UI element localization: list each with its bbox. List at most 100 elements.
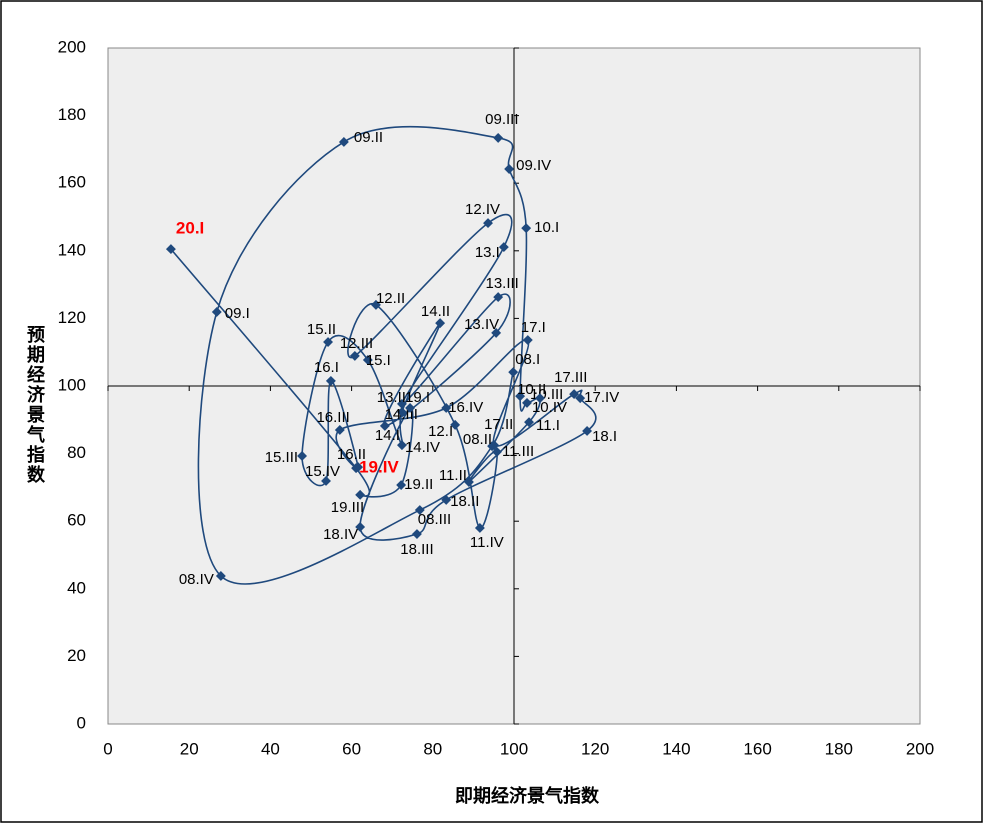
y-tick-label: 120	[58, 308, 86, 327]
y-tick-label: 200	[58, 37, 86, 56]
point-label: 09.I	[225, 305, 250, 322]
point-label: 08.III	[418, 511, 451, 528]
point-label: 20.I	[176, 219, 204, 238]
point-marker	[396, 407, 407, 417]
point-label: 10.IV	[532, 399, 567, 416]
point-marker	[569, 389, 580, 400]
point-marker	[349, 350, 360, 361]
point-label: 11.III	[502, 443, 534, 460]
point-label: 18.II	[450, 493, 479, 510]
point-marker	[504, 164, 515, 174]
x-tick-label: 40	[261, 739, 280, 758]
point-marker	[355, 521, 366, 532]
point-marker	[338, 137, 349, 147]
point-marker	[371, 299, 381, 310]
point-label: 10.II	[517, 381, 546, 398]
point-label: 17.II	[484, 416, 513, 433]
point-label: 19.III	[331, 499, 364, 516]
point-label: 15.IV	[305, 463, 340, 480]
point-label: 16.I	[314, 359, 339, 376]
point-marker	[441, 403, 452, 413]
point-marker	[522, 335, 533, 345]
y-tick-label: 20	[67, 646, 86, 665]
point-label: 08.IV	[179, 571, 214, 588]
point-label: 09.II	[354, 129, 383, 146]
point-label: 17.I	[521, 319, 546, 336]
point-marker	[435, 318, 446, 329]
point-label: 16.IV	[448, 399, 483, 416]
point-marker	[508, 367, 519, 378]
point-label: 15.III	[265, 449, 298, 466]
point-label: 12.I	[428, 423, 453, 440]
point-label: 12.IV	[465, 201, 500, 218]
point-marker	[412, 529, 422, 539]
point-label: 18.I	[592, 428, 617, 445]
point-marker	[396, 480, 407, 490]
point-marker	[521, 223, 532, 234]
point-label: 13.I	[475, 244, 500, 261]
point-label: 16.III	[316, 409, 349, 426]
point-marker	[211, 307, 222, 317]
point-label: 12.III	[340, 335, 373, 352]
point-marker	[498, 242, 509, 253]
point-marker	[396, 440, 407, 451]
point-label: 09.III	[485, 111, 518, 128]
point-marker	[414, 505, 425, 515]
point-label: 11.II	[439, 467, 467, 484]
point-marker	[325, 375, 336, 386]
point-marker	[215, 571, 226, 581]
y-axis-title: 预期经济景气指数	[24, 325, 46, 485]
point-marker	[297, 451, 308, 461]
point-label: 19.IV	[359, 458, 399, 477]
point-label: 19.II	[404, 476, 433, 493]
y-tick-label: 140	[58, 240, 86, 259]
point-marker	[493, 292, 504, 303]
point-marker	[351, 463, 362, 474]
y-tick-label: 80	[67, 443, 86, 462]
point-label: 17.IV	[584, 389, 619, 406]
x-tick-label: 100	[500, 739, 528, 758]
point-label: 13.III	[485, 275, 518, 292]
point-marker	[535, 393, 545, 404]
point-label: 10.I	[534, 219, 559, 236]
point-marker	[441, 494, 452, 505]
x-tick-label: 80	[423, 739, 442, 758]
point-marker	[165, 244, 176, 255]
point-label: 13.II	[377, 389, 406, 406]
point-marker	[483, 218, 493, 229]
point-label: 15.II	[307, 321, 336, 338]
y-tick-label: 60	[67, 511, 86, 530]
point-label: 14.I	[375, 427, 400, 444]
point-marker	[405, 403, 416, 413]
point-marker	[522, 397, 532, 408]
point-label: 09.IV	[516, 157, 551, 174]
point-marker	[463, 477, 474, 487]
x-axis-title: 即期经济景气指数	[455, 785, 600, 807]
point-label: 16.II	[337, 446, 366, 463]
point-label: 18.III	[400, 541, 433, 558]
point-marker	[582, 426, 593, 436]
point-marker	[575, 393, 586, 404]
point-marker	[450, 419, 461, 430]
y-tick-label: 160	[58, 173, 86, 192]
point-label: 14.II	[421, 303, 450, 320]
point-marker	[355, 489, 366, 500]
x-tick-label: 60	[342, 739, 361, 758]
point-label: 18.IV	[323, 526, 358, 543]
point-marker	[493, 132, 504, 143]
point-label: 12.II	[376, 290, 405, 307]
x-tick-label: 160	[743, 739, 771, 758]
point-label: 08.II	[463, 431, 492, 448]
point-marker	[321, 476, 331, 486]
point-label: 11.IV	[470, 534, 504, 551]
x-tick-label: 0	[103, 739, 112, 758]
point-label: 13.IV	[464, 316, 499, 333]
point-marker	[362, 355, 373, 365]
point-marker	[396, 398, 407, 409]
x-tick-label: 180	[825, 739, 853, 758]
point-label: 14.IV	[405, 439, 440, 456]
point-label: 17.III	[554, 369, 587, 386]
x-tick-label: 200	[906, 739, 934, 758]
